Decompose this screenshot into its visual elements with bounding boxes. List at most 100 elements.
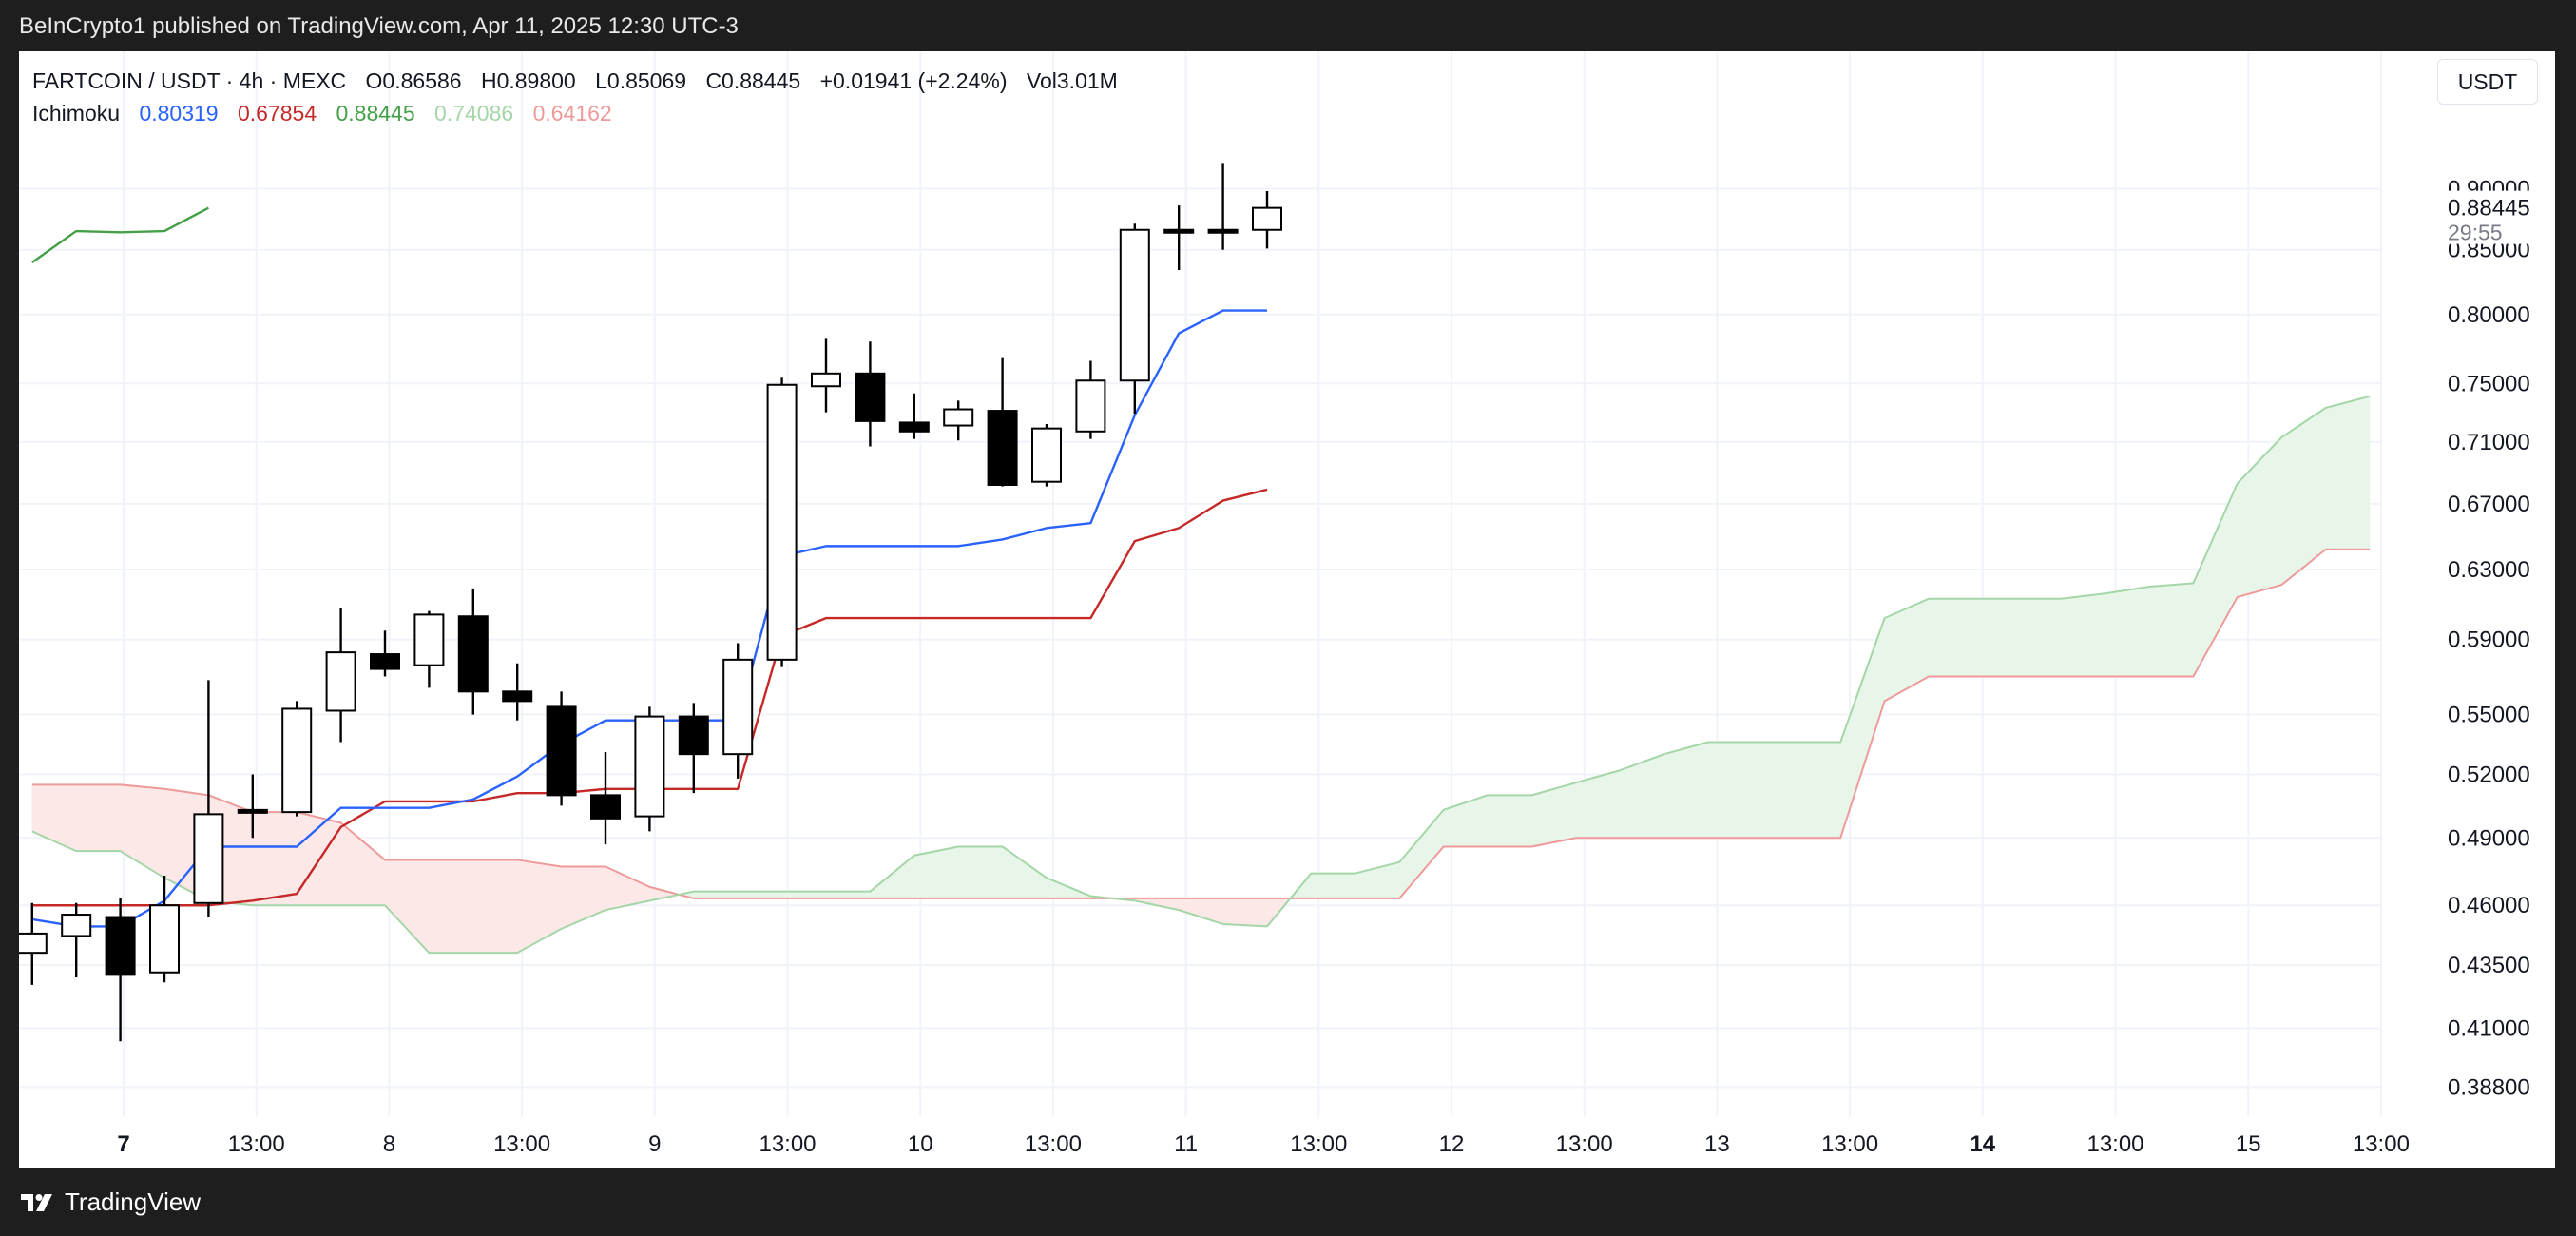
symbol-label[interactable]: FARTCOIN / USDT · 4h · MEXC <box>32 68 347 93</box>
ichimoku-value: 0.67854 <box>237 101 317 126</box>
cloud-segment <box>472 859 518 954</box>
candle <box>855 341 886 447</box>
cloud-segment <box>1222 898 1268 927</box>
time-tick-label: 9 <box>648 1131 661 1157</box>
countdown-label: 29:55 <box>2448 221 2503 245</box>
price-tick-label: 0.71000 <box>2448 430 2530 455</box>
candle <box>237 774 268 839</box>
cloud-segment <box>1839 618 1885 839</box>
candle-body <box>457 615 489 693</box>
cloud-segment <box>2148 583 2194 677</box>
price-tick-label: 0.75000 <box>2448 371 2530 396</box>
last-price-label: 0.88445 <box>2448 196 2530 222</box>
time-tick-label: 13 <box>1704 1131 1730 1157</box>
ichimoku-value: 0.74086 <box>434 101 514 126</box>
tradingview-icon <box>21 1193 52 1211</box>
ichimoku-cloud <box>31 396 2371 954</box>
cloud-segment <box>605 866 650 911</box>
cloud-segment <box>1311 873 1356 899</box>
candle-body <box>413 613 445 666</box>
change-value: +0.01941 (+2.24%) <box>819 68 1008 93</box>
time-tick-label: 13:00 <box>228 1131 285 1157</box>
candle-body <box>590 794 621 820</box>
cloud-segment <box>825 891 871 899</box>
candle <box>1163 205 1195 271</box>
candle <box>943 400 974 441</box>
candle <box>193 680 224 917</box>
candle <box>590 752 621 845</box>
cloud-segment <box>340 821 386 906</box>
candle <box>105 898 136 1042</box>
candle-body <box>1252 206 1282 231</box>
candle <box>1119 223 1150 415</box>
ichimoku-value: 0.64162 <box>532 101 612 126</box>
price-chart[interactable]: 0.900000.850000.800000.750000.710000.670… <box>19 51 2555 1168</box>
candle <box>502 663 533 721</box>
cloud-segment <box>429 859 474 954</box>
candle <box>1207 163 1239 250</box>
candle-body <box>193 813 224 904</box>
candle-body <box>149 904 180 974</box>
candle <box>1075 360 1106 439</box>
candle-body <box>634 715 665 818</box>
candle <box>1031 423 1062 487</box>
candle-body <box>61 914 92 937</box>
open-value: O0.86586 <box>365 68 462 93</box>
time-tick-label: 10 <box>908 1131 933 1157</box>
senkou-span-b-line <box>31 548 2370 899</box>
brand-name: TradingView <box>65 1188 202 1216</box>
cloud-segment <box>516 859 562 954</box>
time-tick-label: 12 <box>1439 1131 1465 1157</box>
candle-body <box>281 707 313 814</box>
candle-body <box>811 372 841 388</box>
candle <box>634 706 665 832</box>
candle-body <box>1031 427 1062 483</box>
time-tick-label: 13:00 <box>1556 1131 1613 1157</box>
time-tick-label: 13:00 <box>1290 1131 1347 1157</box>
price-axis: 0.900000.850000.800000.750000.710000.670… <box>2444 177 2555 1100</box>
candle <box>811 338 841 413</box>
candle <box>457 588 489 715</box>
candles <box>19 163 1282 1042</box>
chart-area[interactable]: 0.90000 0.85000 0.80000 0.75000 0.71000 0.670… <box>19 51 2555 1168</box>
cloud-segment <box>957 846 1003 899</box>
candle <box>149 875 180 983</box>
time-tick-label: 14 <box>1970 1131 1995 1157</box>
candle-body <box>987 410 1018 486</box>
cloud-segment <box>252 811 298 906</box>
candle-body <box>943 408 974 427</box>
time-tick-label: 13:00 <box>759 1131 816 1157</box>
candle <box>281 701 313 817</box>
time-tick-label: 8 <box>383 1131 395 1157</box>
candle <box>1252 190 1282 249</box>
close-value: C0.88445 <box>705 68 801 93</box>
price-tick-label: 0.80000 <box>2448 302 2530 328</box>
time-tick-label: 11 <box>1174 1131 1198 1157</box>
candle <box>546 691 577 806</box>
currency-button[interactable]: USDT <box>2437 59 2538 105</box>
senkou-span-a-line <box>31 395 2371 955</box>
candle-body <box>1119 228 1150 382</box>
price-tick-label: 0.46000 <box>2448 893 2530 918</box>
ichimoku-value: 0.80319 <box>139 101 219 126</box>
cloud-segment <box>1663 742 1709 839</box>
indicator-name[interactable]: Ichimoku <box>32 101 121 126</box>
time-tick-label: 13:00 <box>2353 1131 2410 1157</box>
candle <box>722 643 754 779</box>
time-tick-label: 7 <box>117 1131 129 1157</box>
time-tick-label: 13:00 <box>2086 1131 2143 1157</box>
candle <box>19 902 48 985</box>
chart-legend: FARTCOIN / USDT · 4h · MEXC O0.86586 H0.… <box>32 65 1131 129</box>
time-tick-label: 13:00 <box>493 1131 550 1157</box>
tradingview-logo[interactable]: TradingView <box>19 1188 201 1217</box>
cloud-segment <box>384 859 430 954</box>
cloud-segment <box>781 891 827 899</box>
cloud-segment <box>2280 407 2326 586</box>
chikou-line <box>31 206 209 263</box>
cloud-segment <box>2105 586 2150 677</box>
candle-body <box>502 690 533 703</box>
time-tick-label: 13:00 <box>1025 1131 1082 1157</box>
candle <box>61 902 92 977</box>
candle-body <box>855 372 886 422</box>
cloud-segment <box>1884 598 1930 702</box>
